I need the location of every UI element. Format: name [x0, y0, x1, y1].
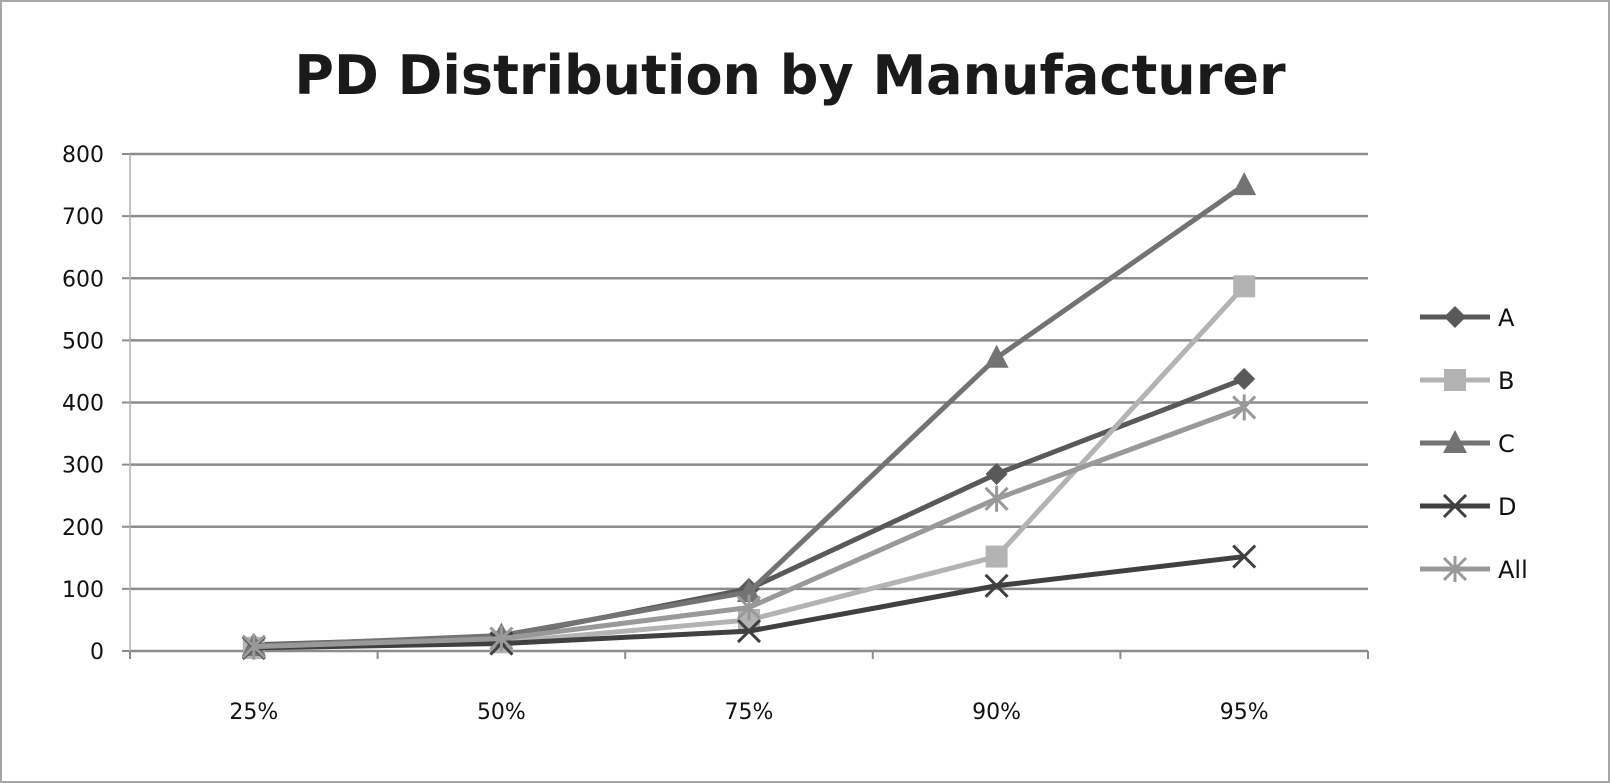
data-point-d-stroke	[736, 619, 762, 644]
grid-layer	[130, 152, 1368, 591]
legend-marker-c	[1443, 430, 1467, 453]
data-point-d	[984, 573, 1009, 598]
legend-item-c: C	[1420, 430, 1515, 458]
data-point-a	[985, 462, 1008, 485]
x-tick-label: 90%	[972, 700, 1021, 725]
series-all	[241, 394, 1257, 660]
y-tick-label: 500	[62, 329, 104, 354]
data-point-all	[984, 485, 1009, 512]
series-c	[241, 172, 1257, 657]
x-tick-label: 25%	[229, 700, 278, 725]
data-point-c	[1232, 172, 1257, 196]
legend-item-b: B	[1420, 367, 1514, 395]
legend-item-d: D	[1420, 493, 1516, 521]
data-point-d	[736, 619, 762, 644]
legend-label-b: B	[1498, 367, 1514, 395]
data-point-b	[1233, 275, 1256, 298]
chart-title: PD Distribution by Manufacturer	[294, 44, 1286, 107]
y-tick-label: 200	[62, 516, 104, 541]
data-point-all	[736, 594, 762, 621]
data-point-c	[984, 344, 1009, 368]
data-point-d	[1232, 544, 1257, 569]
legend-item-a: A	[1420, 304, 1515, 332]
x-tick-label: 50%	[477, 700, 526, 725]
data-point-all	[489, 625, 514, 652]
data-point-a	[1233, 367, 1256, 390]
axis-layer: 0 100 200 300 400 500 600 700 800 25% 50% 75% 90% 95%	[62, 143, 1369, 725]
x-tick-label: 75%	[725, 700, 774, 725]
legend-marker-d-stroke	[1442, 493, 1468, 519]
series-line-c	[253, 183, 1246, 649]
series-layer	[241, 172, 1257, 660]
data-point-all	[1232, 394, 1257, 421]
legend-marker-a	[1444, 306, 1466, 328]
y-tick-label: 400	[62, 392, 104, 417]
legend-label-c: C	[1498, 430, 1515, 458]
legend-marker-d	[1442, 493, 1468, 519]
legend-marker-all	[1442, 556, 1468, 582]
legend-label-d: D	[1498, 493, 1516, 521]
y-tick-label: 800	[62, 143, 104, 168]
data-point-b	[985, 545, 1008, 568]
y-tick-label: 0	[90, 640, 104, 665]
legend-label-a: A	[1498, 304, 1515, 332]
y-tick-label: 700	[62, 205, 104, 230]
y-tick-label: 600	[62, 267, 104, 292]
legend-marker-b	[1444, 369, 1466, 391]
legend-item-all: All	[1420, 556, 1528, 584]
y-tick-label: 100	[62, 578, 104, 603]
data-point-d-stroke	[984, 573, 1009, 598]
legend: A B C D All	[1420, 304, 1528, 584]
x-tick-label: 95%	[1220, 700, 1269, 725]
data-point-all	[241, 633, 266, 660]
data-point-d-stroke	[1232, 544, 1257, 569]
legend-label-all: All	[1498, 556, 1528, 584]
data-point-c	[737, 578, 761, 602]
y-tick-label: 300	[62, 454, 104, 479]
